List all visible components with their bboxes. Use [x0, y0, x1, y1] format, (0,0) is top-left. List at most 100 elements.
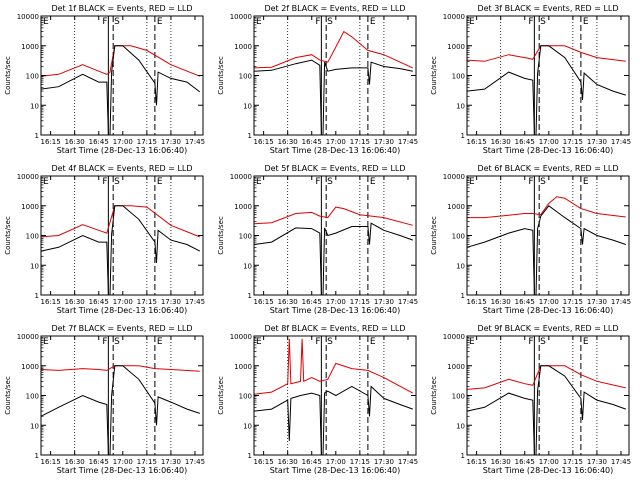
- y-tick-label: 100: [452, 393, 465, 401]
- marker-label-s: S: [114, 17, 120, 27]
- series-lld-line: [40, 365, 200, 372]
- x-tick-label: 16:30: [65, 298, 85, 306]
- y-tick-label: 10000: [17, 173, 39, 181]
- x-tick-label: 16:15: [254, 138, 274, 146]
- y-tick-label: 10000: [443, 333, 465, 341]
- x-tick-label: 17:00: [326, 458, 346, 466]
- marker-label-e: E: [157, 337, 163, 347]
- series-events-line: [466, 365, 626, 456]
- marker-label-s: S: [540, 17, 546, 27]
- x-axis-label: Start Time (28-Dec-13 16:06:40): [483, 146, 614, 155]
- y-tick-label: 1000: [21, 43, 39, 51]
- x-tick-label: 17:15: [137, 298, 157, 306]
- y-axis-label: Counts/sec: [4, 376, 12, 415]
- marker-label-f: F: [102, 177, 107, 187]
- y-tick-label: 10000: [230, 333, 252, 341]
- y-tick-label: 10000: [17, 333, 39, 341]
- y-tick-label: 10: [243, 422, 252, 430]
- y-axis-label: Counts/sec: [4, 56, 12, 95]
- marker-label-e-start: E: [43, 337, 49, 347]
- x-tick-label: 16:15: [254, 458, 274, 466]
- marker-label-f: F: [102, 17, 107, 27]
- y-axis-label: Counts/sec: [217, 56, 225, 95]
- y-tick-label: 10000: [17, 13, 39, 21]
- panel-det-7: Det 7f BLACK = Events, RED = LLD F S E E 16:1…: [4, 324, 205, 475]
- series-lld-line: [253, 30, 414, 69]
- marker-label-e-start: E: [256, 177, 262, 187]
- series-lld-line: [40, 205, 200, 238]
- y-tick-label: 10000: [443, 173, 465, 181]
- x-tick-label: 16:30: [65, 138, 85, 146]
- panel-det-4: Det 4f BLACK = Events, RED = LLD F S E E 16:1…: [4, 164, 205, 315]
- x-tick-label: 16:15: [41, 298, 61, 306]
- x-tick-label: 16:45: [515, 458, 535, 466]
- y-axis-label: Counts/sec: [430, 56, 438, 95]
- marker-label-e: E: [370, 337, 376, 347]
- marker-label-f: F: [102, 337, 107, 347]
- plot-frame: [40, 335, 204, 456]
- series-events-line: [253, 59, 413, 136]
- panel-title: Det 5f BLACK = Events, RED = LLD: [264, 164, 405, 173]
- series-events-line: [40, 45, 201, 136]
- marker-label-e-start: E: [256, 337, 262, 347]
- y-tick-label: 10000: [230, 173, 252, 181]
- x-tick-label: 17:15: [137, 138, 157, 146]
- panel-title: Det 8f BLACK = Events, RED = LLD: [264, 324, 405, 333]
- x-axis-label: Start Time (28-Dec-13 16:06:40): [57, 466, 188, 475]
- panel-title: Det 4f BLACK = Events, RED = LLD: [51, 164, 192, 173]
- x-tick-label: 17:30: [587, 138, 607, 146]
- x-tick-label: 17:00: [539, 138, 559, 146]
- x-tick-label: 17:00: [326, 298, 346, 306]
- y-tick-label: 10: [30, 102, 39, 110]
- x-axis-label: Start Time (28-Dec-13 16:06:40): [270, 306, 401, 315]
- x-axis-label: Start Time (28-Dec-13 16:06:40): [483, 306, 614, 315]
- series-events-line: [466, 205, 626, 296]
- x-tick-label: 17:45: [398, 298, 418, 306]
- marker-label-s: S: [327, 337, 333, 347]
- x-tick-label: 17:15: [563, 298, 583, 306]
- x-tick-label: 17:30: [161, 298, 181, 306]
- y-tick-label: 1: [35, 292, 39, 300]
- x-tick-label: 16:45: [515, 298, 535, 306]
- x-tick-label: 17:45: [611, 458, 631, 466]
- series-events-line: [466, 45, 626, 136]
- x-tick-label: 17:00: [539, 298, 559, 306]
- series-lld-line: [253, 206, 413, 226]
- x-tick-label: 16:45: [89, 298, 109, 306]
- y-tick-label: 1000: [234, 43, 252, 51]
- x-tick-label: 16:45: [302, 138, 322, 146]
- panel-det-8: Det 8f BLACK = Events, RED = LLD F S E E 16:1…: [217, 324, 418, 475]
- y-tick-label: 10: [243, 262, 252, 270]
- y-tick-label: 100: [452, 233, 465, 241]
- panel-det-6: Det 6f BLACK = Events, RED = LLD F S E E 16:1…: [430, 164, 631, 315]
- marker-label-s: S: [114, 337, 120, 347]
- marker-label-s: S: [327, 17, 333, 27]
- x-tick-label: 17:00: [113, 458, 133, 466]
- y-tick-label: 10000: [230, 13, 252, 21]
- x-tick-label: 17:45: [611, 138, 631, 146]
- plot-frame: [466, 175, 630, 296]
- x-tick-label: 17:45: [185, 298, 205, 306]
- marker-label-e-start: E: [256, 17, 262, 27]
- plot-frame: [253, 15, 417, 136]
- marker-label-e: E: [583, 337, 589, 347]
- y-tick-label: 100: [239, 393, 252, 401]
- marker-label-e: E: [370, 17, 376, 27]
- marker-label-f: F: [315, 337, 320, 347]
- x-tick-label: 16:30: [491, 138, 511, 146]
- x-tick-label: 16:15: [467, 138, 487, 146]
- panel-title: Det 1f BLACK = Events, RED = LLD: [51, 4, 192, 13]
- y-tick-label: 1000: [234, 203, 252, 211]
- y-tick-label: 1000: [447, 363, 465, 371]
- x-tick-label: 17:45: [398, 458, 418, 466]
- marker-label-f: F: [528, 17, 533, 27]
- y-tick-label: 1: [461, 452, 465, 460]
- plot-frame: [40, 175, 204, 296]
- panel-title: Det 6f BLACK = Events, RED = LLD: [477, 164, 618, 173]
- x-tick-label: 16:15: [41, 458, 61, 466]
- x-axis-label: Start Time (28-Dec-13 16:06:40): [57, 146, 188, 155]
- y-tick-label: 10: [30, 422, 39, 430]
- series-lld-line: [40, 45, 200, 77]
- x-axis-label: Start Time (28-Dec-13 16:06:40): [270, 146, 401, 155]
